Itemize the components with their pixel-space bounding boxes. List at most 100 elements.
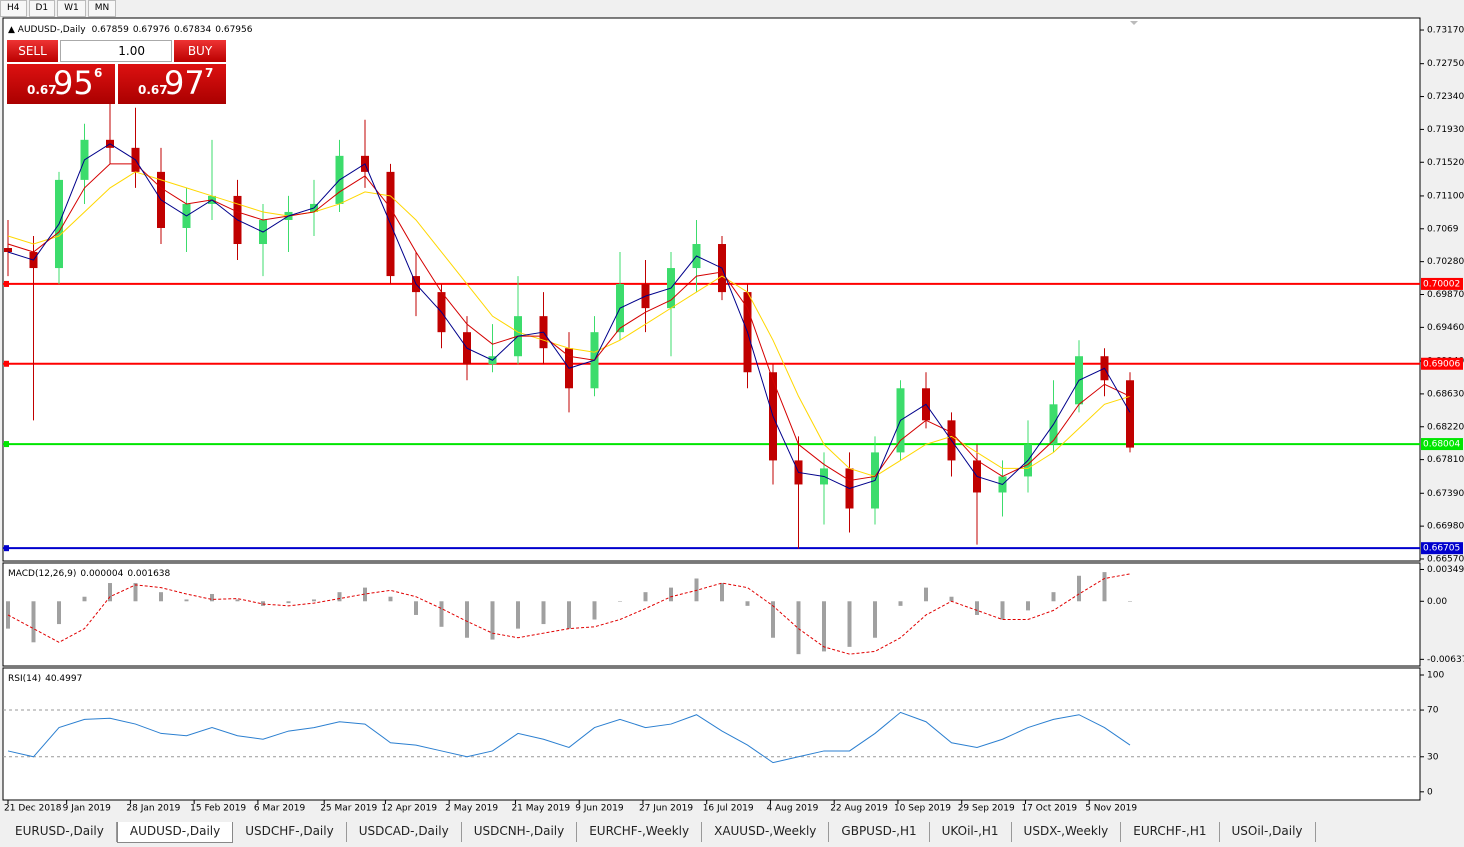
chart-tabs: EURUSD-,Daily AUDUSD-,Daily USDCHF-,Daily U… (3, 822, 1316, 843)
chart-tab[interactable]: EURCHF-,H1 (1121, 822, 1220, 842)
rsi-value: 40.4997 (45, 674, 82, 684)
chart-tab[interactable]: UKOil-,H1 (930, 822, 1012, 842)
macd-bar (898, 601, 903, 606)
chart-title: AUDUSD-,Daily (18, 25, 86, 35)
macd-bar (235, 599, 240, 602)
timeframe-button[interactable]: H4 (0, 0, 27, 17)
y-tick-label: -0.00637 (1427, 655, 1464, 665)
sell-button[interactable]: SELL (7, 40, 58, 62)
macd-bar (771, 601, 775, 638)
macd-bar (745, 601, 750, 606)
level-label: 0.70002 (1423, 279, 1460, 289)
chart-tab[interactable]: USDCAD-,Daily (347, 822, 462, 842)
main-pane (2, 17, 1421, 562)
macd-bar (133, 583, 138, 602)
macd-bar (465, 601, 469, 638)
macd-bar (490, 601, 495, 640)
macd-bar (337, 592, 342, 602)
chart-tab[interactable]: AUDUSD-,Daily (116, 822, 234, 843)
timeframe-button[interactable]: W1 (57, 0, 86, 17)
macd-bar (567, 601, 571, 629)
macd-header: MACD(12,26,9) 0.000004 0.001638 (8, 569, 171, 579)
y-tick-label: 0.69460 (1427, 323, 1464, 333)
x-tick-label: 17 Oct 2019 (1021, 804, 1077, 814)
chart-tab[interactable]: XAUUSD-,Weekly (702, 822, 830, 842)
rsi-title: RSI(14) (8, 674, 41, 684)
y-tick-label: 100 (1427, 671, 1444, 681)
macd-bar (1077, 575, 1081, 602)
y-tick-label: 0.71100 (1427, 191, 1464, 201)
macd-bar (975, 601, 979, 615)
header-value: 0.67859 (92, 25, 129, 35)
macd-bar (414, 601, 418, 615)
y-tick-label: 0.70280 (1427, 257, 1464, 267)
macd-signal (7, 573, 1131, 655)
macd-bar (159, 592, 163, 602)
buy-price[interactable]: 0.67 97 7 (118, 64, 226, 104)
macd-title: MACD(12,26,9) (8, 569, 76, 579)
level-handle (4, 441, 9, 448)
macd-bar (31, 601, 36, 643)
macd-bar (618, 601, 622, 602)
x-tick-label: 22 Aug 2019 (830, 804, 888, 814)
volume-input[interactable]: 1.00 (60, 40, 172, 62)
y-tick-label: 0.66980 (1427, 522, 1464, 532)
price-pip: 7 (205, 66, 214, 80)
timeframe-button[interactable]: MN (87, 0, 117, 17)
y-tick-label: 0.00 (1427, 597, 1447, 607)
level-label: 0.68004 (1423, 440, 1460, 450)
chart-tab[interactable]: USOil-,Daily (1220, 822, 1316, 842)
chart-tab[interactable]: USDCNH-,Daily (462, 822, 578, 842)
macd-bar (541, 601, 546, 625)
level-tag (1421, 357, 1463, 370)
macd-bar (822, 601, 826, 652)
y-tick-label: 0.7069 (1427, 224, 1459, 234)
y-tick-label: 0.67810 (1427, 455, 1464, 465)
macd-bar (439, 601, 444, 627)
y-tick-label: 0.71520 (1427, 158, 1464, 168)
chart-tab[interactable]: USDCHF-,Daily (233, 822, 347, 842)
macd-bar (669, 587, 673, 602)
x-tick-label: 25 Mar 2019 (320, 804, 377, 814)
chart-tab[interactable]: EURUSD-,Daily (3, 822, 117, 842)
x-tick-label: 27 Jun 2019 (639, 804, 693, 814)
y-tick-label: 0.00349 (1427, 565, 1464, 575)
macd-bar (643, 592, 648, 602)
x-tick-label: 16 Jul 2019 (703, 804, 754, 814)
header-value: 0.67976 (133, 25, 170, 35)
level-label: 0.66705 (1423, 544, 1460, 554)
timeframe-button[interactable]: D1 (28, 0, 56, 17)
moving-average (7, 171, 1131, 477)
moving-average (7, 143, 1131, 490)
macd-bar (108, 583, 112, 602)
chart-tab[interactable]: EURCHF-,Weekly (577, 822, 703, 842)
x-tick-label: 28 Jan 2019 (126, 804, 180, 814)
level-handle (4, 360, 9, 367)
x-tick-label: 12 Apr 2019 (381, 804, 437, 814)
y-tick-label: 0 (1427, 787, 1433, 797)
macd-bar (363, 587, 367, 602)
level-tag (1421, 542, 1463, 555)
trade-panel: SELL 1.00 BUY 0.67 95 6 0.67 97 7 (7, 40, 226, 104)
macd-value: 0.000004 (80, 569, 123, 579)
level-tag (1421, 438, 1463, 451)
x-tick-label: 21 Dec 2018 (4, 804, 62, 814)
y-tick-label: 0.72750 (1427, 59, 1464, 69)
chart-tab[interactable]: GBPUSD-,H1 (829, 822, 930, 842)
x-tick-label: 15 Feb 2019 (190, 804, 246, 814)
buy-button[interactable]: BUY (174, 40, 226, 62)
chart: ▲ AUDUSD-,Daily 0.67859 0.67976 0.67834 0.67… (2, 17, 1464, 814)
macd-pane (2, 562, 1421, 667)
chart-tab[interactable]: USDX-,Weekly (1012, 822, 1122, 842)
macd-bar (592, 601, 597, 620)
shift-marker (1130, 21, 1138, 25)
header-value: 0.67956 (215, 25, 252, 35)
macd-bar (924, 587, 928, 602)
macd-bar (388, 596, 393, 602)
sell-price[interactable]: 0.67 95 6 (7, 64, 115, 104)
y-tick-label: 30 (1427, 752, 1439, 762)
y-tick-label: 0.66570 (1427, 554, 1464, 564)
x-tick-label: 5 Nov 2019 (1085, 804, 1137, 814)
macd-bar (210, 593, 214, 602)
macd-bar (949, 596, 954, 602)
